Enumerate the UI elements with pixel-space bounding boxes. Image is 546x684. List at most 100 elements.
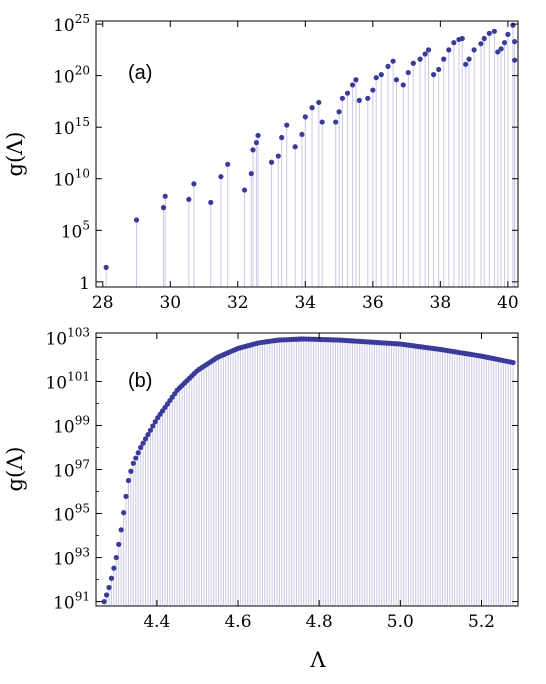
panel-a-data-point	[365, 95, 371, 101]
panel-b-data-point	[118, 527, 124, 533]
panel-a-data-point	[378, 72, 384, 78]
panel-a-x-tick-label: 34	[294, 293, 316, 313]
panel-a-data-point	[309, 105, 315, 111]
panel-a-data-point	[501, 40, 508, 46]
panel-a-data-point	[241, 187, 248, 193]
panel-b-y-tick-label: 1093	[53, 546, 90, 570]
panel-a-data-point	[498, 46, 504, 52]
panel-b-data-point	[106, 584, 112, 591]
panel-a-x-tick-label: 30	[159, 293, 181, 313]
panel-a-data-point	[385, 63, 391, 69]
panel-a-data-point	[481, 35, 487, 42]
panel-a-data-point	[471, 47, 477, 53]
panel-a-data-point	[353, 77, 359, 83]
panel-a-data-point	[466, 56, 472, 62]
panel-b-y-tick-label: 1097	[53, 458, 90, 482]
panel-b-x-tick-label: 5.2	[468, 612, 495, 632]
panel-b-x-tick-label: 4.6	[224, 612, 251, 632]
panel-b-x-axis-label: Λ	[309, 648, 326, 672]
panel-a-y-tick-label: 1010	[53, 167, 90, 191]
panel-b-data-point	[111, 565, 117, 571]
panel-a-data-point	[208, 199, 214, 206]
panel-a-frame	[95, 20, 519, 288]
panel-a-data-point	[284, 122, 290, 128]
panel-a-data-point	[356, 97, 362, 103]
panel-a-data-point	[491, 28, 497, 34]
panel-a-x-axis: 28 30 32 34 36 38 40	[92, 21, 519, 313]
panel-b-y-axis-label: g(Λ)	[3, 447, 27, 492]
panel-a-data-point	[390, 58, 396, 64]
panel-a-data-point	[495, 49, 501, 55]
panel-a-x-tick-label: 28	[92, 293, 114, 313]
panel-a-data-point	[292, 144, 298, 150]
panel-a-data-point	[446, 47, 452, 53]
panel-b-points	[101, 336, 516, 605]
panel-a-data-point	[336, 109, 342, 115]
panel-a-data-point	[225, 161, 231, 167]
panel-a-x-tick-label: 32	[227, 293, 249, 313]
panel-a-data-point	[410, 60, 416, 66]
panel-a-y-axis: 1 105 1010 1015 1020 1025	[53, 12, 518, 294]
panel-b-y-tick-label: 10103	[45, 325, 90, 349]
panel-a-data-point	[459, 35, 465, 42]
panel-b-y-axis: 1091 1093 1095 1097 1099 10101 10103	[45, 325, 518, 614]
panel-b-y-tick-label: 1099	[53, 413, 90, 437]
panel-a-data-point	[319, 119, 325, 125]
panel-b-data-point	[128, 468, 134, 474]
panel-a-y-axis-label: g(Λ)	[3, 132, 27, 177]
panel-a-data-point	[186, 196, 192, 202]
panel-a-x-tick-label: 40	[497, 293, 519, 313]
panel-a-data-point	[339, 95, 346, 101]
panel-a-y-tick-label: 1025	[53, 12, 90, 36]
panel-b-label: (b)	[128, 370, 152, 392]
panel-a-data-point	[400, 82, 406, 88]
panel-a-data-point	[505, 31, 511, 38]
panel-b: 4.4 4.6 4.8 5.0 5.2 1091 1093 1095 1097 1099 1010…	[3, 325, 519, 672]
panel-a-data-point	[417, 56, 423, 62]
panel-a-data-point	[333, 119, 339, 125]
panel-b-data-point	[510, 359, 516, 366]
panel-a-data-point	[373, 75, 379, 81]
panel-a-data-point	[250, 147, 256, 153]
panel-a-data-point	[349, 82, 356, 88]
panel-b-x-tick-label: 4.8	[306, 612, 333, 632]
panel-b-data-point	[101, 598, 107, 605]
panel-a-data-point	[299, 131, 305, 138]
panel-b-data-point	[133, 455, 139, 461]
panel-a-data-point	[425, 47, 432, 53]
panel-a-data-point	[441, 56, 447, 62]
panel-a-data-point	[393, 77, 400, 83]
panel-b-x-tick-label: 5.0	[387, 612, 414, 632]
panel-b-data-point	[120, 510, 127, 516]
panel-b-data-point	[108, 575, 115, 581]
panel-a-data-point	[162, 193, 168, 199]
panel-a-data-point	[486, 30, 492, 36]
panel-a-data-point	[302, 114, 308, 120]
panel-a-y-tick-label: 105	[61, 218, 90, 242]
panel-b-x-tick-label: 4.4	[143, 612, 170, 632]
panel-b-data-point	[138, 444, 144, 451]
panel-a-data-point	[422, 51, 428, 57]
panel-a-data-point	[268, 159, 275, 165]
panel-a-data-point	[478, 41, 484, 47]
panel-a-y-tick-label: 1020	[53, 64, 90, 88]
panel-b-data-point	[103, 592, 110, 598]
panel-a-y-tick-label: 1	[79, 274, 90, 294]
panel-a-data-point	[436, 66, 442, 73]
panel-b-x-axis: 4.4 4.6 4.8 5.0 5.2	[143, 333, 495, 632]
panel-a-data-point	[344, 90, 351, 96]
panel-a-data-point	[218, 174, 224, 180]
panel-a-data-point	[405, 69, 411, 76]
panel-a-data-point	[191, 181, 197, 187]
panel-a-data-point	[512, 39, 518, 45]
panel-b-data-point	[130, 460, 136, 466]
panel-a-data-point	[510, 22, 516, 28]
panel-b-data-point	[142, 436, 149, 442]
panel-a-data-point	[463, 61, 469, 67]
panel-a-data-point	[451, 40, 457, 46]
panel-b-data-point	[152, 419, 158, 425]
panel-b-data-point	[125, 477, 132, 484]
panel-b-data-point	[123, 493, 129, 499]
